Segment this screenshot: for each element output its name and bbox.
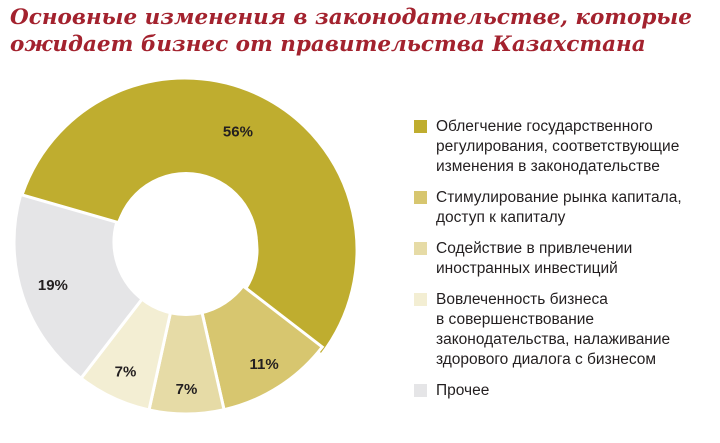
legend-label-1-line-1: Облегчение государственного: [436, 118, 653, 135]
legend-swatch-3: [414, 242, 427, 255]
chart-title-line-1: Основные изменения в законодательстве, к…: [10, 5, 692, 30]
legend-label-4-line-2: в совершенствование: [436, 311, 595, 328]
slice-value-label-3: 7%: [176, 381, 198, 398]
legend-item-3: Содействие в привлечении иностранных инве…: [414, 239, 714, 279]
chart-title-line-2: ожидает бизнес от правительства Казахста…: [10, 32, 646, 57]
donut-hole: [114, 172, 258, 316]
legend-item-1: Облегчение государственного регулирования…: [414, 117, 714, 177]
slice-value-label-5: 19%: [38, 277, 68, 294]
legend-swatch-4: [414, 293, 427, 306]
legend-label-4-line-3: законодательства, налаживание: [436, 331, 671, 348]
legend-swatch-2: [414, 191, 427, 204]
legend-label-1-line-3: изменения в законодательстве: [436, 158, 660, 175]
legend-item-5: Прочее: [414, 381, 714, 401]
legend-item-2: Стимулирование рынка капитала, доступ к к…: [414, 188, 714, 228]
legend-item-4: Вовлеченность бизнеса в совершенствование…: [414, 290, 714, 370]
legend-label-1-line-2: регулирования, соответствующие: [436, 138, 680, 155]
legend-label-4-line-1: Вовлеченность бизнеса: [436, 291, 608, 308]
legend-label-3-line-2: иностранных инвестиций: [436, 260, 618, 277]
legend-label-3-line-1: Содействие в привлечении: [436, 240, 633, 257]
legend-label-2-line-1: Стимулирование рынка капитала,: [436, 189, 682, 206]
chart-legend: Облегчение государственного регулирования…: [414, 117, 714, 401]
legend-label-5-line-1: Прочее: [436, 382, 490, 399]
slice-value-label-2: 11%: [249, 356, 278, 373]
slice-value-label-1: 56%: [223, 124, 253, 141]
legend-swatch-1: [414, 120, 427, 133]
legend-label-2-line-2: доступ к капиталу: [436, 209, 566, 226]
legend-label-4-line-4: здорового диалога с бизнесом: [436, 351, 657, 368]
slice-value-label-4: 7%: [115, 364, 137, 381]
chart-title: Основные изменения в законодательстве, к…: [10, 4, 710, 58]
legend-swatch-5: [414, 384, 427, 397]
